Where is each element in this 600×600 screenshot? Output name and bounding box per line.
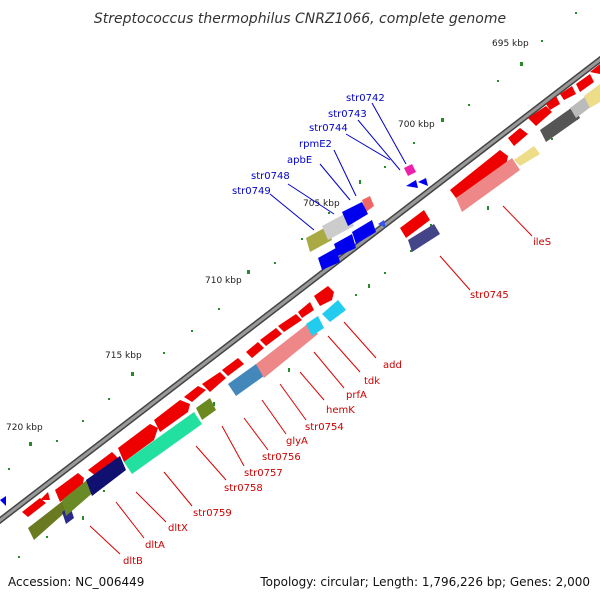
- scale-label: 705 kbp: [303, 199, 340, 209]
- blue-gene-cluster: [0, 164, 428, 506]
- gene-block: [546, 96, 560, 110]
- gene-block: [260, 328, 282, 346]
- scale-label: 720 kbp: [6, 423, 43, 433]
- gene-block: [154, 400, 190, 432]
- gene-block: [540, 106, 580, 142]
- gene-label: ileS: [533, 237, 551, 248]
- gene-label: apbE: [287, 155, 312, 166]
- gene-block: [400, 210, 430, 238]
- gene-block: [560, 86, 576, 100]
- gene-label: tdk: [364, 376, 380, 387]
- gene-label: prfA: [346, 390, 367, 401]
- gene-block: [55, 473, 84, 502]
- gene-block: [196, 398, 216, 420]
- gene-label: dltB: [123, 556, 143, 567]
- gene-label: str0749: [232, 186, 271, 197]
- accession-text: Accession: NC_006449: [8, 575, 144, 589]
- gene-block: [584, 84, 600, 108]
- gene-block: [306, 316, 324, 336]
- gene-label: glyA: [286, 436, 308, 447]
- gene-block: [298, 302, 314, 318]
- map-title: Streptococcus thermophilus CNRZ1066, com…: [94, 11, 506, 27]
- gene-label: rpmE2: [299, 139, 332, 150]
- gene-block: [570, 96, 592, 118]
- gene-block: [378, 220, 386, 228]
- gene-block: [456, 158, 520, 212]
- gene-label: add: [383, 360, 402, 371]
- gene-block: [404, 164, 416, 176]
- blue-gene-labels: str0742 str0743 str0744 rpmE2 apbE str07…: [232, 93, 385, 197]
- gene-label: str0757: [244, 468, 283, 479]
- forward-genes: [22, 64, 600, 517]
- gene-block: [322, 300, 346, 322]
- gene-block: [246, 342, 264, 358]
- gene-label: str0744: [309, 123, 348, 134]
- gene-block: [88, 452, 118, 476]
- gene-block: [406, 180, 418, 188]
- gene-block: [278, 314, 302, 332]
- gene-block: [86, 456, 126, 496]
- gene-block: [576, 74, 594, 92]
- gene-block: [118, 424, 158, 462]
- gene-block: [40, 492, 50, 500]
- gene-block: [202, 372, 226, 392]
- scale-label: 715 kbp: [105, 351, 142, 361]
- red-label-lines: [89, 205, 533, 555]
- gene-block: [22, 498, 46, 517]
- gene-block: [408, 224, 440, 252]
- gene-block: [418, 178, 428, 186]
- reverse-genes: [28, 84, 600, 540]
- gene-label: dltA: [145, 540, 165, 551]
- gene-block: [222, 358, 244, 376]
- gene-block: [314, 286, 334, 306]
- gene-label: str0756: [262, 452, 301, 463]
- scale-labels: 695 kbp 700 kbp 705 kbp 710 kbp 715 kbp …: [6, 39, 529, 433]
- gene-block: [508, 128, 528, 146]
- scale-label: 700 kbp: [398, 120, 435, 130]
- gene-label: str0742: [346, 93, 385, 104]
- blue-label-lines: [269, 102, 407, 231]
- gene-block: [352, 220, 376, 244]
- gene-block: [228, 364, 264, 396]
- gene-label: str0758: [224, 483, 263, 494]
- gene-block: [256, 322, 318, 378]
- gene-block: [184, 386, 206, 402]
- gene-block: [342, 202, 368, 226]
- gene-block: [28, 500, 70, 540]
- topology-text: Topology: circular; Length: 1,796,226 bp…: [259, 575, 590, 589]
- gene-block: [334, 234, 356, 256]
- gene-block: [590, 64, 600, 74]
- gene-block: [318, 248, 340, 270]
- gene-label: str0754: [305, 422, 344, 433]
- red-gene-labels: ileS str0745 add tdk prfA hemK str0754 g…: [123, 237, 551, 567]
- gene-label: str0743: [328, 109, 367, 120]
- gene-block: [514, 146, 540, 166]
- gene-label: hemK: [326, 405, 355, 416]
- gene-block: [62, 476, 96, 516]
- gene-label: str0745: [470, 290, 509, 301]
- gene-label: str0759: [193, 508, 232, 519]
- scale-label: 710 kbp: [205, 276, 242, 286]
- gene-label: str0748: [251, 171, 290, 182]
- gene-block: [450, 150, 508, 198]
- gene-block: [0, 496, 6, 506]
- gene-block: [124, 412, 202, 474]
- scale-label: 695 kbp: [492, 39, 529, 49]
- gene-label: dltX: [168, 523, 188, 534]
- gene-block: [528, 106, 552, 126]
